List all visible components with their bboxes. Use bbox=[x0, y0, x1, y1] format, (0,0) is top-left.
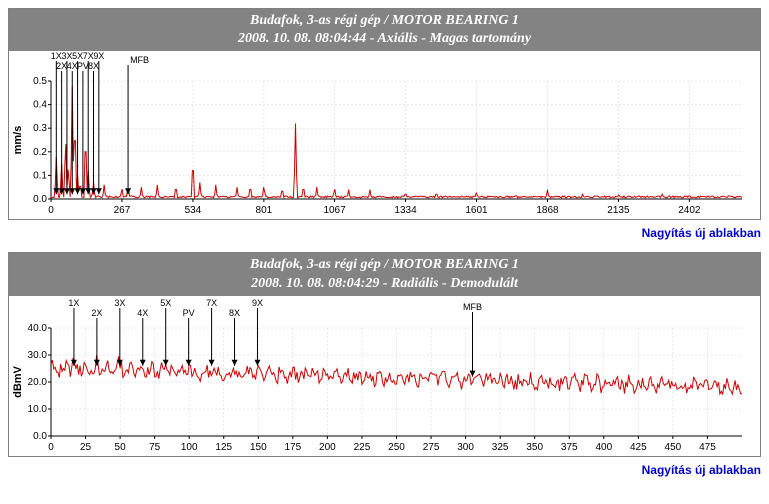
svg-text:20.0: 20.0 bbox=[28, 377, 48, 388]
chart-panel-1: Budafok, 3-as régi gép / MOTOR BEARING 1… bbox=[8, 8, 761, 220]
svg-text:475: 475 bbox=[699, 442, 716, 453]
chart2-title-line2: 2008. 10. 08. 08:04:29 - Radiális - Demo… bbox=[9, 275, 760, 293]
svg-text:1334: 1334 bbox=[394, 205, 417, 216]
chart-panel-2: Budafok, 3-as régi gép / MOTOR BEARING 1… bbox=[8, 252, 761, 456]
svg-text:375: 375 bbox=[561, 442, 578, 453]
svg-text:25: 25 bbox=[80, 442, 92, 453]
svg-text:0.0: 0.0 bbox=[33, 194, 47, 205]
chart-body-1: 0.0 0.1 0.2 0.3 0.4 0.5 0 267 534 801 1067 1334 1601… bbox=[9, 51, 760, 219]
chart-header-2: Budafok, 3-as régi gép / MOTOR BEARING 1… bbox=[9, 253, 760, 295]
svg-text:5X: 5X bbox=[72, 51, 83, 61]
chart2-title-line1: Budafok, 3-as régi gép / MOTOR BEARING 1 bbox=[9, 256, 760, 274]
svg-text:1067: 1067 bbox=[323, 205, 346, 216]
svg-text:7X: 7X bbox=[83, 51, 94, 61]
svg-text:0.4: 0.4 bbox=[33, 100, 47, 111]
svg-text:75: 75 bbox=[149, 442, 161, 453]
svg-text:8X: 8X bbox=[229, 308, 240, 318]
svg-text:1601: 1601 bbox=[465, 205, 488, 216]
svg-text:5X: 5X bbox=[160, 298, 171, 308]
svg-text:1X: 1X bbox=[68, 298, 79, 308]
svg-text:0.5: 0.5 bbox=[33, 76, 47, 87]
svg-text:1X: 1X bbox=[51, 51, 62, 61]
svg-text:3X: 3X bbox=[61, 51, 72, 61]
zoom-link-1-anchor[interactable]: Nagyítás új ablakban bbox=[642, 226, 761, 240]
zoom-link-2-anchor[interactable]: Nagyítás új ablakban bbox=[642, 463, 761, 477]
svg-text:mm/s: mm/s bbox=[12, 126, 24, 155]
svg-text:200: 200 bbox=[319, 442, 336, 453]
svg-text:9X: 9X bbox=[252, 298, 263, 308]
svg-text:3X: 3X bbox=[114, 298, 125, 308]
svg-text:0: 0 bbox=[48, 442, 54, 453]
svg-text:40.0: 40.0 bbox=[28, 323, 48, 334]
svg-text:10.0: 10.0 bbox=[28, 404, 48, 415]
svg-text:2X: 2X bbox=[91, 308, 102, 318]
svg-text:275: 275 bbox=[423, 442, 440, 453]
svg-text:9X: 9X bbox=[93, 51, 104, 61]
svg-text:350: 350 bbox=[526, 442, 543, 453]
svg-text:425: 425 bbox=[630, 442, 647, 453]
svg-text:100: 100 bbox=[181, 442, 198, 453]
svg-text:534: 534 bbox=[185, 205, 202, 216]
chart1-title-line1: Budafok, 3-as régi gép / MOTOR BEARING 1 bbox=[9, 12, 760, 30]
svg-text:400: 400 bbox=[595, 442, 612, 453]
svg-text:0.2: 0.2 bbox=[33, 147, 47, 158]
chart-body-2: 0.0 10.0 20.0 30.0 40.0 0 25 50 75 100 125 150 175 20… bbox=[9, 296, 760, 456]
chart1-svg: 0.0 0.1 0.2 0.3 0.4 0.5 0 267 534 801 1067 1334 1601… bbox=[9, 51, 750, 219]
svg-text:267: 267 bbox=[114, 205, 131, 216]
svg-text:0: 0 bbox=[48, 205, 54, 216]
zoom-link-1: Nagyítás új ablakban bbox=[8, 224, 761, 242]
svg-text:300: 300 bbox=[457, 442, 474, 453]
svg-text:2135: 2135 bbox=[607, 205, 630, 216]
svg-text:30.0: 30.0 bbox=[28, 350, 48, 361]
svg-text:0.0: 0.0 bbox=[33, 431, 47, 442]
zoom-link-2: Nagyítás új ablakban bbox=[8, 461, 761, 479]
svg-text:50: 50 bbox=[115, 442, 127, 453]
svg-text:2X: 2X bbox=[56, 61, 67, 71]
svg-text:450: 450 bbox=[665, 442, 682, 453]
svg-text:7X: 7X bbox=[206, 298, 217, 308]
svg-text:8X: 8X bbox=[88, 61, 99, 71]
svg-text:0.1: 0.1 bbox=[33, 171, 47, 182]
chart1-title-line2: 2008. 10. 08. 08:04:44 - Axiális - Magas… bbox=[9, 30, 760, 48]
svg-text:801: 801 bbox=[256, 205, 273, 216]
svg-text:4X: 4X bbox=[137, 308, 148, 318]
svg-text:250: 250 bbox=[388, 442, 405, 453]
svg-text:225: 225 bbox=[354, 442, 371, 453]
svg-text:175: 175 bbox=[285, 442, 302, 453]
svg-text:2402: 2402 bbox=[678, 205, 701, 216]
chart-header-1: Budafok, 3-as régi gép / MOTOR BEARING 1… bbox=[9, 9, 760, 51]
svg-text:125: 125 bbox=[215, 442, 232, 453]
svg-text:150: 150 bbox=[250, 442, 267, 453]
svg-text:1868: 1868 bbox=[536, 205, 559, 216]
chart2-svg: 0.0 10.0 20.0 30.0 40.0 0 25 50 75 100 125 150 175 20… bbox=[9, 296, 750, 456]
svg-text:dBmV: dBmV bbox=[12, 365, 24, 397]
svg-text:MFB: MFB bbox=[130, 55, 149, 65]
svg-text:325: 325 bbox=[492, 442, 509, 453]
svg-text:MFB: MFB bbox=[463, 302, 482, 312]
svg-text:0.3: 0.3 bbox=[33, 124, 47, 135]
svg-text:PV: PV bbox=[183, 308, 195, 318]
